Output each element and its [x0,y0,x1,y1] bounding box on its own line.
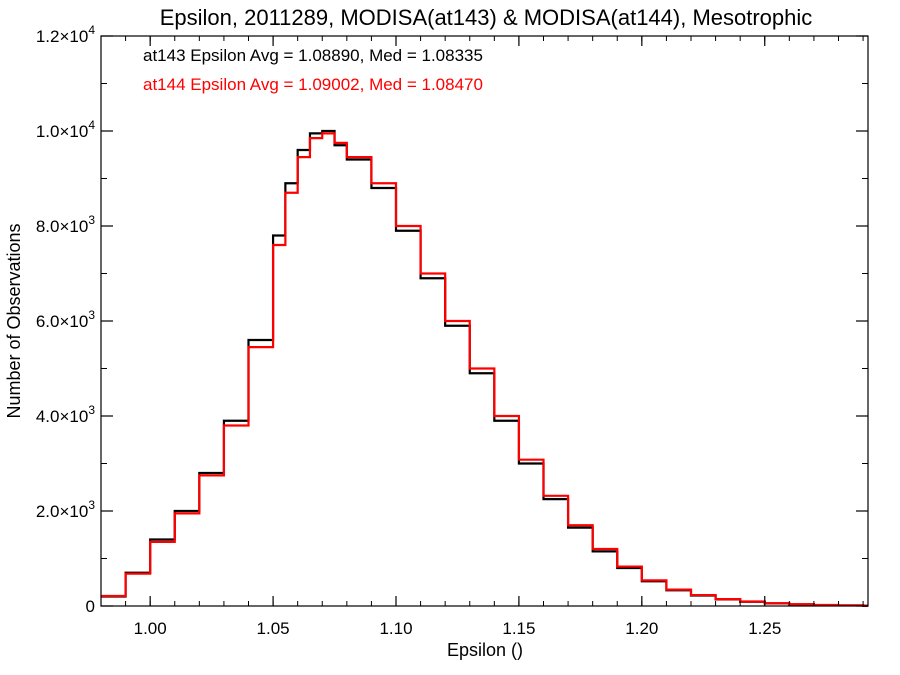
y-tick-label: 4.0×103 [36,403,95,426]
y-tick-mantissa: 6.0×10 [36,312,88,331]
legend: at143 Epsilon Avg = 1.08890, Med = 1.083… [143,46,483,94]
y-tick-label: 0 [86,597,95,616]
y-tick-exponent: 3 [88,498,95,512]
y-tick-exponent: 4 [88,118,95,132]
x-axis: 1.00 1.05 1.10 1.15 1.20 1.25 [100,36,864,638]
x-tick-label: 1.15 [502,619,535,638]
x-tick-label: 1.20 [625,619,658,638]
y-tick-mantissa: 4.0×10 [36,407,88,426]
series-at144 [100,132,868,607]
y-tick-mantissa: 0 [86,597,95,616]
chart-title: Epsilon, 2011289, MODISA(at143) & MODISA… [160,5,813,30]
legend-entry-at144: at144 Epsilon Avg = 1.09002, Med = 1.084… [143,75,483,94]
x-tick-label: 1.05 [257,619,290,638]
x-axis-label: Epsilon () [447,640,523,660]
y-tick-mantissa: 8.0×10 [36,217,88,236]
y-axis-label: Number of Observations [4,223,24,418]
plot-frame [100,35,869,607]
series-line-at144 [101,132,868,607]
y-tick-exponent: 4 [88,23,95,37]
y-tick-exponent: 3 [88,308,95,322]
x-tick-label: 1.00 [134,619,167,638]
y-tick-exponent: 3 [88,213,95,227]
y-tick-mantissa: 2.0×10 [36,502,88,521]
series-layer [100,129,868,607]
y-tick-mantissa: 1.2×10 [36,27,88,46]
y-tick-label: 2.0×103 [36,498,95,521]
y-tick-label: 1.2×104 [36,23,95,46]
x-tick-label: 1.10 [379,619,412,638]
legend-entry-at143: at143 Epsilon Avg = 1.08890, Med = 1.083… [143,46,483,65]
y-tick-label: 6.0×103 [36,308,95,331]
y-tick-label: 1.0×104 [36,118,95,141]
y-tick-mantissa: 1.0×10 [36,122,88,141]
y-tick-exponent: 3 [88,403,95,417]
y-tick-label: 8.0×103 [36,213,95,236]
x-tick-label: 1.25 [748,619,781,638]
y-axis: 02.0×1034.0×1036.0×1038.0×1031.0×1041.2×… [36,23,868,616]
